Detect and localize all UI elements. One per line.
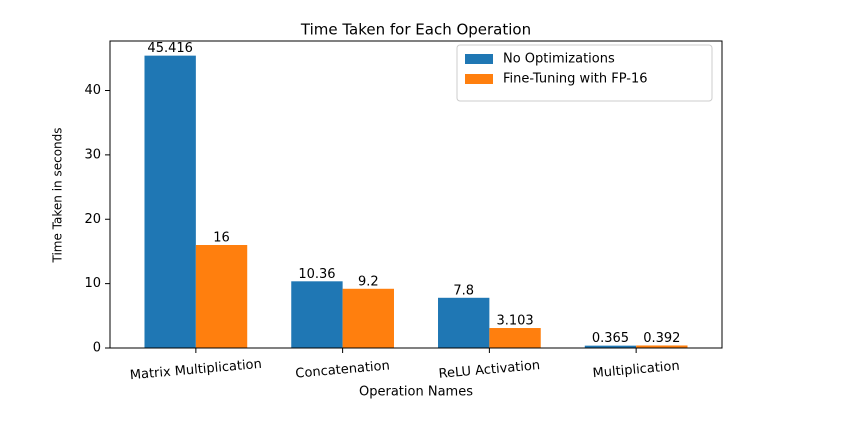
bar: [584, 345, 637, 348]
y-tick-label: 30: [84, 147, 101, 162]
x-tick-label: Matrix Multiplication: [129, 357, 262, 383]
y-axis-label: Time Taken in seconds: [51, 127, 65, 263]
value-label: 3.103: [496, 314, 533, 329]
value-label: 0.392: [643, 331, 680, 346]
bar: [195, 245, 248, 348]
y-tick-label: 0: [93, 341, 101, 356]
bar: [636, 345, 688, 348]
x-tick-label: ReLU Activation: [438, 358, 541, 382]
value-label: 45.416: [147, 41, 193, 56]
y-tick-label: 10: [84, 276, 101, 291]
value-label: 0.365: [592, 331, 629, 346]
x-axis-label: Operation Names: [359, 385, 473, 400]
value-label: 7.8: [453, 283, 474, 298]
legend-swatch: [465, 74, 493, 84]
legend-label: No Optimizations: [503, 52, 615, 67]
bar: [342, 288, 394, 348]
y-tick-label: 20: [84, 212, 101, 227]
bar: [438, 297, 490, 348]
legend-label: Fine-Tuning with FP-16: [503, 72, 648, 87]
axes-frame: [109, 40, 723, 349]
value-label: 10.36: [298, 267, 335, 282]
legend-box: [456, 44, 713, 102]
bar: [489, 328, 541, 348]
value-label: 9.2: [358, 274, 379, 289]
x-tick-label: Concatenation: [295, 358, 391, 381]
bar: [144, 55, 196, 348]
bar: [291, 281, 343, 348]
legend-swatch: [465, 54, 493, 64]
chart-title: Time Taken for Each Operation: [300, 21, 531, 39]
value-label: 16: [213, 231, 230, 246]
x-tick-label: Multiplication: [592, 359, 680, 382]
y-tick-label: 40: [84, 83, 101, 98]
